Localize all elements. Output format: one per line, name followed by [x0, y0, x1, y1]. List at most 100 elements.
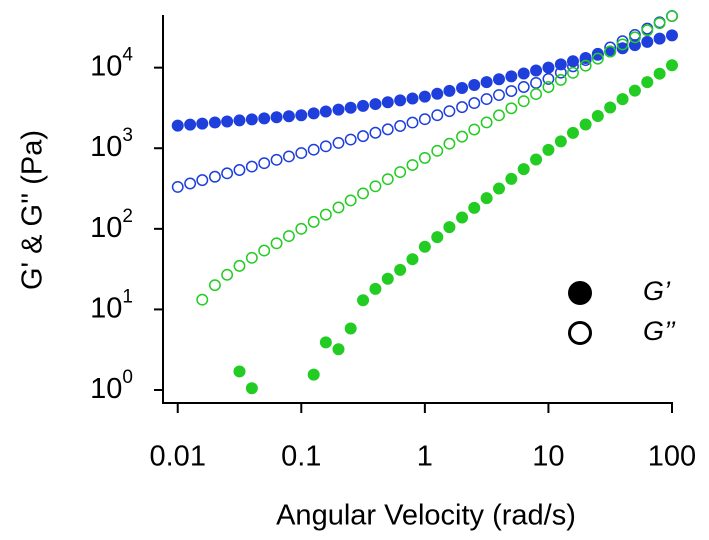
data-point [418, 113, 431, 126]
data-point [319, 208, 332, 221]
data-point [369, 126, 382, 139]
data-point [480, 192, 493, 205]
data-point [258, 244, 271, 257]
data-point [456, 211, 469, 224]
data-point [493, 109, 505, 122]
data-point [517, 67, 530, 80]
data-point [653, 32, 666, 45]
data-point [196, 117, 209, 130]
data-point [554, 58, 567, 71]
data-point [530, 88, 543, 101]
y-tick-base: 10 [90, 50, 122, 82]
data-point [233, 114, 246, 127]
x-tick-label: 10 [532, 441, 564, 473]
data-point [554, 73, 567, 86]
data-point [579, 118, 592, 131]
data-point [381, 96, 394, 109]
data-point [233, 365, 246, 378]
data-point [468, 201, 481, 214]
data-point [517, 81, 530, 93]
data-point [245, 160, 258, 173]
data-point [307, 368, 320, 381]
data-point [505, 70, 518, 83]
y-tick-base: 10 [90, 292, 122, 324]
data-point [258, 112, 271, 125]
data-point [295, 222, 308, 235]
data-point [369, 98, 382, 111]
data-point [443, 137, 456, 150]
x-axis-label: Angular Velocity (rad/s) [276, 500, 576, 532]
data-point [505, 85, 518, 97]
data-point [381, 123, 394, 136]
data-point [616, 35, 629, 48]
data-point [184, 177, 197, 190]
data-point [406, 92, 419, 105]
data-point [480, 116, 493, 129]
data-point [591, 47, 604, 60]
data-point [221, 115, 234, 128]
data-point [295, 147, 308, 160]
data-point [604, 41, 617, 54]
data-point [418, 90, 431, 103]
data-point [542, 61, 555, 74]
data-point [357, 99, 370, 112]
data-point [579, 59, 592, 72]
data-point [406, 116, 419, 129]
data-point [270, 153, 283, 166]
y-tick-exponent: 4 [122, 45, 133, 66]
data-point [666, 59, 678, 72]
y-tick-label: 104 [90, 45, 133, 83]
data-point [579, 54, 592, 67]
data-point [208, 116, 221, 129]
data-point [332, 103, 345, 116]
y-tick-exponent: 3 [122, 125, 133, 146]
data-point [221, 167, 234, 180]
data-point [394, 166, 407, 179]
legend-marker [568, 281, 592, 305]
data-point [406, 253, 419, 266]
data-point [591, 52, 604, 65]
data-point [653, 17, 666, 30]
data-point [641, 76, 654, 89]
data-point [492, 182, 505, 195]
data-point [431, 87, 444, 100]
data-point [628, 31, 641, 44]
data-point [628, 84, 641, 97]
data-point [456, 101, 469, 114]
data-point [357, 294, 370, 307]
data-point [443, 105, 456, 118]
x-tick-label: 0.01 [150, 441, 206, 473]
data-point [604, 45, 617, 58]
data-point [171, 180, 184, 193]
data-point [381, 272, 394, 285]
data-point [171, 119, 184, 132]
data-point [344, 194, 357, 207]
data-point [641, 35, 654, 48]
data-point [344, 322, 357, 335]
y-tick-label: 103 [90, 125, 133, 163]
data-point [332, 343, 345, 356]
y-tick-base: 10 [90, 211, 122, 243]
data-point [394, 120, 407, 132]
data-point [295, 109, 308, 122]
data-point [616, 93, 629, 106]
data-point [221, 268, 234, 281]
data-point [332, 201, 345, 214]
data-point [480, 93, 493, 106]
y-tick-exponent: 2 [122, 206, 133, 227]
data-point [530, 153, 543, 166]
legend-label: G’’ [643, 316, 676, 346]
data-point [418, 240, 431, 253]
data-point [493, 89, 505, 101]
data-point [517, 95, 530, 108]
data-point [357, 187, 369, 200]
data-point [468, 79, 481, 92]
data-point [332, 136, 345, 149]
legend-marker [568, 321, 592, 345]
data-point [406, 159, 419, 171]
x-tick-label: 100 [648, 441, 696, 473]
data-point [566, 126, 579, 139]
data-point [369, 180, 382, 193]
y-tick-exponent: 0 [122, 367, 133, 388]
